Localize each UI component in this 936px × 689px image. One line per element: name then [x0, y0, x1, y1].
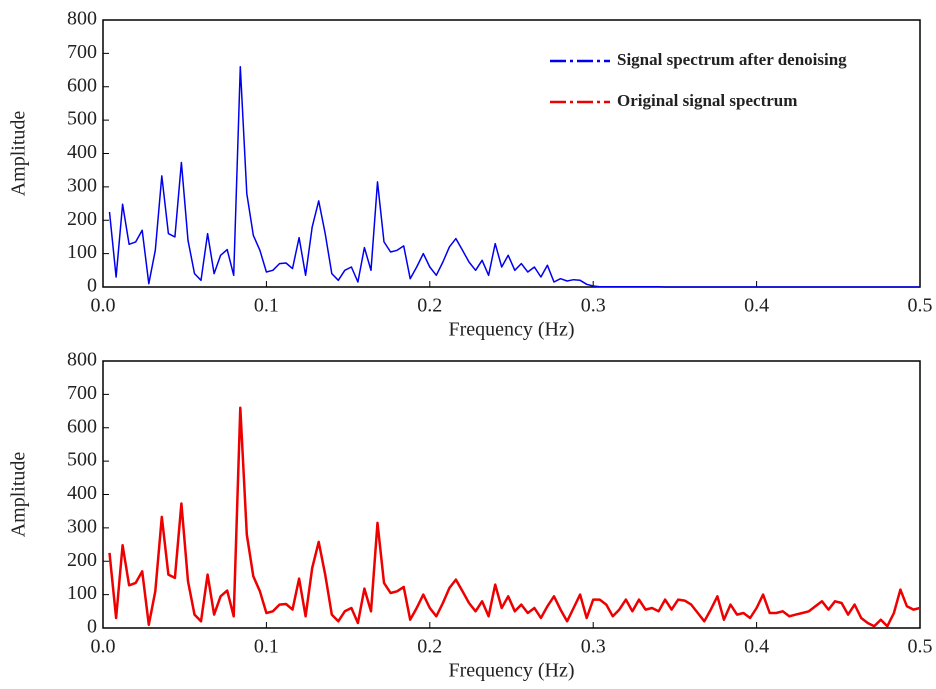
x-tick-label: 0.1	[254, 295, 279, 317]
x-tick-label: 0.3	[581, 295, 606, 317]
y-tick-label: 800	[67, 349, 97, 371]
x-tick-label: 0.3	[581, 636, 606, 658]
legend-label: Original signal spectrum	[617, 91, 797, 110]
y-tick-label: 500	[67, 108, 97, 130]
y-tick-label: 200	[67, 549, 97, 571]
y-tick-label: 0	[87, 616, 97, 638]
y-tick-label: 500	[67, 449, 97, 471]
y-tick-label: 400	[67, 482, 97, 504]
y-axis-title: Amplitude	[8, 111, 30, 197]
y-tick-label: 100	[67, 582, 97, 604]
y-tick-label: 300	[67, 515, 97, 537]
y-axis-title: Amplitude	[8, 452, 30, 538]
y-tick-label: 700	[67, 382, 97, 404]
x-tick-label: 0.2	[417, 295, 442, 317]
x-tick-label: 0.5	[908, 636, 933, 658]
x-tick-label: 0.4	[744, 636, 769, 658]
y-tick-label: 300	[67, 174, 97, 196]
y-tick-label: 100	[67, 241, 97, 263]
x-tick-label: 0.1	[254, 636, 279, 658]
series-line	[108, 65, 920, 288]
x-tick-label: 0.5	[908, 295, 933, 317]
y-tick-label: 200	[67, 208, 97, 230]
y-tick-label: 0	[87, 275, 97, 297]
y-tick-label: 800	[67, 8, 97, 30]
y-tick-label: 600	[67, 74, 97, 96]
x-tick-label: 0.4	[744, 295, 769, 317]
legend-label: Signal spectrum after denoising	[617, 50, 847, 69]
x-tick-label: 0.0	[91, 295, 116, 317]
x-axis-title: Frequency (Hz)	[448, 660, 574, 682]
y-tick-label: 400	[67, 141, 97, 163]
plot-frame	[102, 360, 921, 629]
series-line	[108, 406, 921, 628]
y-tick-label: 600	[67, 415, 97, 437]
x-axis-title: Frequency (Hz)	[448, 319, 574, 341]
y-tick-label: 700	[67, 41, 97, 63]
x-tick-label: 0.0	[91, 636, 116, 658]
x-tick-label: 0.2	[417, 636, 442, 658]
